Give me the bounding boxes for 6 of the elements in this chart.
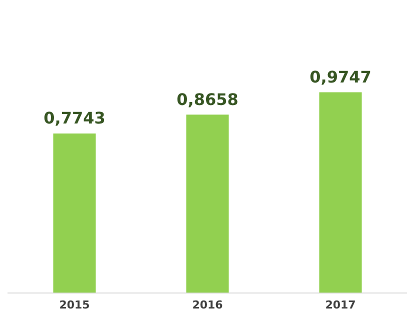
data-label: 0,9747	[310, 67, 372, 86]
data-label: 0,7743	[44, 108, 106, 128]
x-tick-label: 2016	[192, 298, 224, 312]
x-tick-label: 2015	[59, 298, 90, 312]
data-label: 0,8658	[176, 90, 238, 109]
x-tick-label: 2017	[325, 298, 356, 312]
